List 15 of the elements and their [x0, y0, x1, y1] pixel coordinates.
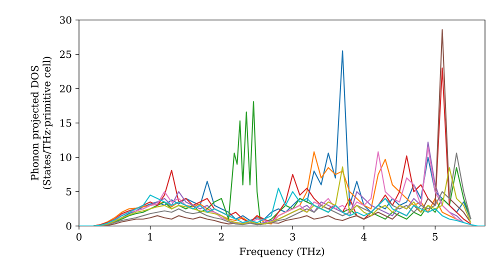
x-tick-label: 0	[76, 233, 82, 241]
x-tick-label: 2	[218, 233, 224, 240]
x-tick-label: 4	[361, 233, 367, 240]
x-tick-label: 3	[290, 233, 296, 241]
y-axis-title: Phonon projected DOS (States/THz·primitive cell)	[30, 56, 52, 190]
y-tick-label: 10	[60, 154, 72, 162]
x-tick-label: 5	[432, 233, 438, 240]
y-tick-label: 0	[66, 222, 72, 230]
y-tick-label: 20	[60, 84, 72, 92]
x-axis-title: Frequency (THz)	[240, 247, 324, 258]
y-tick-label: 15	[60, 119, 72, 127]
x-tick-label: 1	[148, 233, 152, 240]
y-tick-label: 30	[60, 16, 72, 24]
y-tick-label: 5	[66, 188, 72, 196]
y-tick-label: 25	[60, 50, 72, 58]
